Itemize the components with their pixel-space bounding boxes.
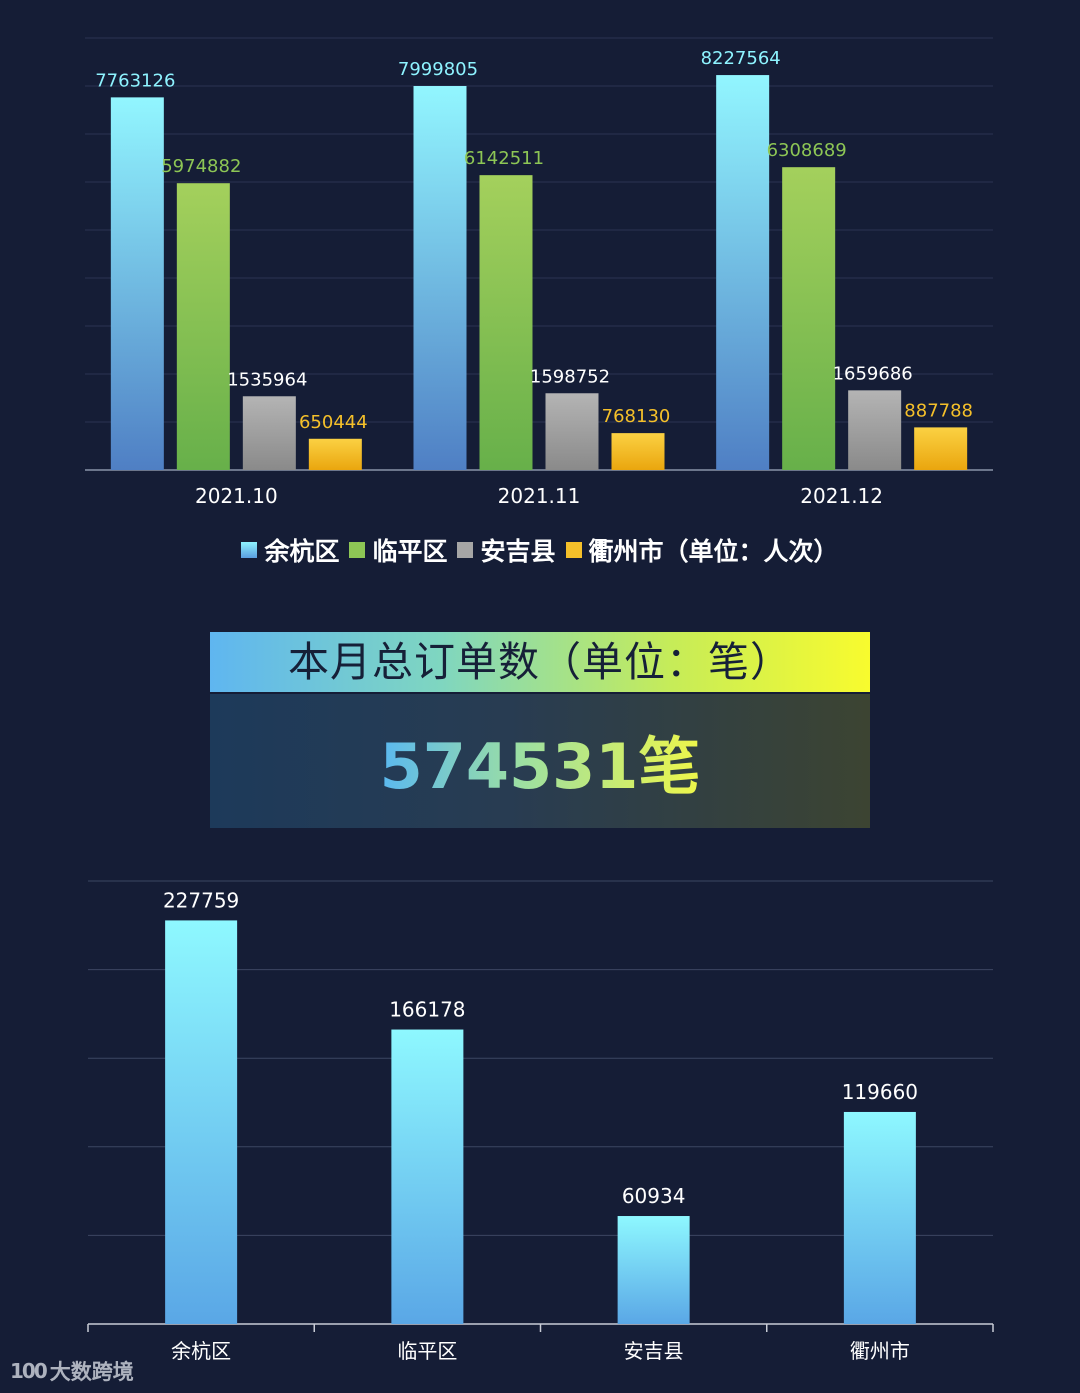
bar: [843, 1111, 916, 1324]
total-orders-value: 574531笔: [380, 716, 701, 806]
legend-swatch-quzhou: [565, 542, 582, 558]
data-label: 6308689: [767, 140, 847, 161]
legend-label-yuhang: 余杭区: [264, 537, 340, 566]
data-label: 1659686: [833, 363, 913, 384]
legend-label-anji: 安吉县: [480, 537, 556, 566]
data-label: 768130: [602, 406, 671, 427]
watermark-logo-icon: 100: [10, 1359, 48, 1383]
legend-swatch-anji: [457, 542, 474, 558]
orders-by-region-chart: 227759 余杭区 166178 临平区 60934 安吉县 119660 衢州市: [87, 880, 994, 1360]
bar: [611, 433, 665, 470]
data-label: 1598752: [530, 366, 610, 387]
bar: [110, 97, 164, 471]
legend-item-linping: 临平区: [349, 532, 447, 568]
monthly-visits-chart: 7763126 5974882 1535964 650444 2021.10 799980…: [85, 37, 993, 508]
bar: [716, 75, 770, 470]
bar: [391, 1029, 464, 1324]
legend-label-linping: 临平区: [372, 537, 448, 566]
legend-item-anji: 安吉县: [457, 532, 556, 568]
bar: [176, 183, 230, 470]
data-label: 60934: [622, 1184, 686, 1208]
data-label: 7999805: [398, 59, 478, 80]
data-label: 887788: [904, 400, 973, 421]
legend-unit-note: （单位：人次）: [663, 537, 839, 566]
total-orders-title: 本月总订单数（单位：笔）: [210, 632, 870, 692]
bar: [165, 920, 238, 1324]
chart-legend: 余杭区 临平区 安吉县 衢州市 （单位：人次）: [0, 532, 1080, 568]
data-label: 650444: [299, 412, 368, 433]
bar: [914, 427, 968, 470]
bar: [413, 86, 467, 470]
bar: [545, 393, 599, 470]
data-label: 1535964: [227, 369, 307, 390]
bar: [782, 167, 836, 470]
bar: [479, 175, 533, 470]
data-label: 8227564: [701, 48, 781, 69]
bar: [242, 396, 296, 470]
data-label: 7763126: [95, 70, 175, 91]
x-tick-label: 安吉县: [624, 1339, 684, 1360]
data-label: 166178: [389, 998, 465, 1022]
data-label: 119660: [842, 1080, 918, 1104]
x-tick-label: 2021.10: [195, 484, 278, 508]
x-tick-label: 临平区: [397, 1339, 457, 1360]
total-orders-body: 574531笔: [210, 694, 870, 828]
total-orders-panel: 本月总订单数（单位：笔） 574531笔: [210, 632, 870, 828]
data-label: 227759: [163, 888, 239, 912]
bar: [848, 390, 902, 470]
legend-swatch-linping: [349, 542, 366, 558]
data-label: 5974882: [161, 156, 241, 177]
x-tick-label: 2021.11: [498, 484, 581, 508]
bar: [308, 438, 362, 470]
legend-swatch-yuhang: [241, 542, 258, 558]
x-tick-label: 余杭区: [171, 1339, 231, 1360]
x-tick-label: 2021.12: [800, 484, 883, 508]
legend-label-quzhou: 衢州市: [588, 537, 664, 566]
bar: [617, 1216, 690, 1324]
watermark-text: 大数跨境: [49, 1360, 134, 1384]
data-label: 6142511: [464, 148, 544, 169]
watermark: 100 大数跨境: [10, 1356, 134, 1386]
legend-item-quzhou: 衢州市 （单位：人次）: [565, 532, 839, 568]
legend-item-yuhang: 余杭区: [241, 532, 339, 568]
x-tick-label: 衢州市: [850, 1339, 910, 1360]
